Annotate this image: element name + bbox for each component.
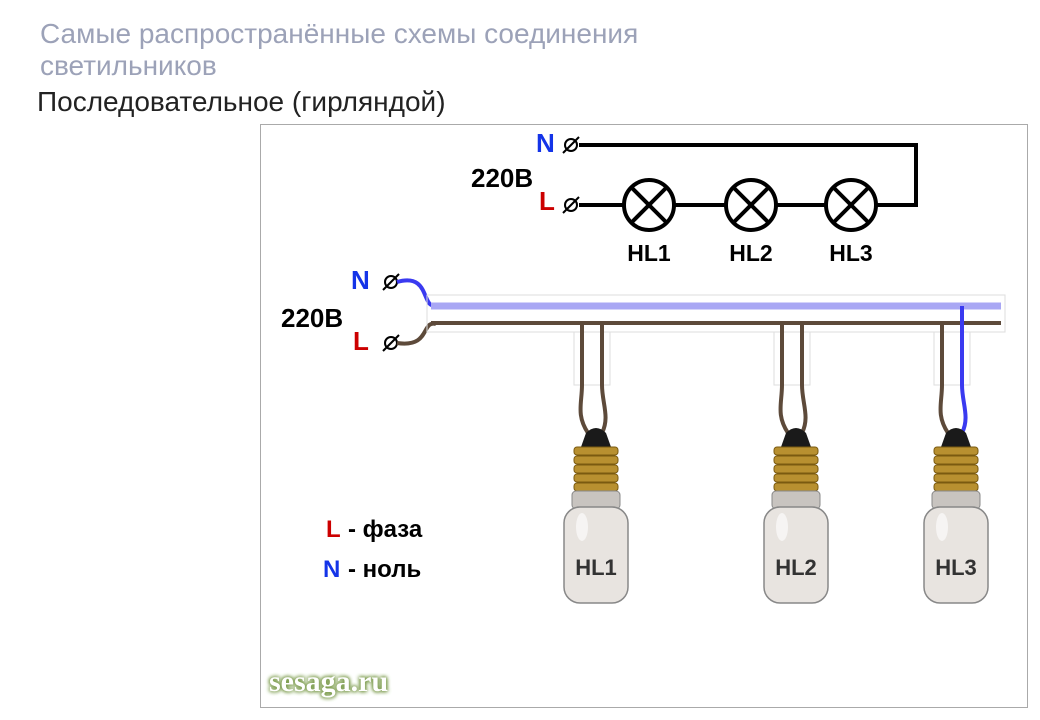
svg-text:L: L [353,326,369,356]
svg-text:220В: 220В [471,163,533,193]
page-title: Самые распространённые схемы соединения … [0,0,1040,86]
wiring-diagram: 220ВNLHL1HL2HL3220ВNLHL1HL2HL3L - фазаN … [261,125,1027,707]
diagram-frame: 220ВNLHL1HL2HL3220ВNLHL1HL2HL3L - фазаN … [260,124,1028,708]
svg-text:HL3: HL3 [829,240,872,266]
svg-text:- фаза: - фаза [348,516,423,543]
svg-text:L: L [539,186,555,216]
svg-text:HL2: HL2 [729,240,772,266]
svg-text:- ноль: - ноль [348,556,421,583]
svg-text:N: N [536,128,555,158]
title-line2: светильников [40,50,217,81]
watermark: sesaga.ru [269,665,388,699]
svg-text:220В: 220В [281,303,343,333]
subtitle: Последовательное (гирляндой) [0,86,1040,124]
svg-text:N: N [323,556,340,583]
svg-text:HL3: HL3 [935,555,977,580]
svg-text:HL1: HL1 [627,240,671,266]
svg-text:L: L [326,516,341,543]
svg-text:HL1: HL1 [575,555,617,580]
svg-text:N: N [351,265,370,295]
title-line1: Самые распространённые схемы соединения [40,18,638,49]
svg-text:HL2: HL2 [775,555,817,580]
